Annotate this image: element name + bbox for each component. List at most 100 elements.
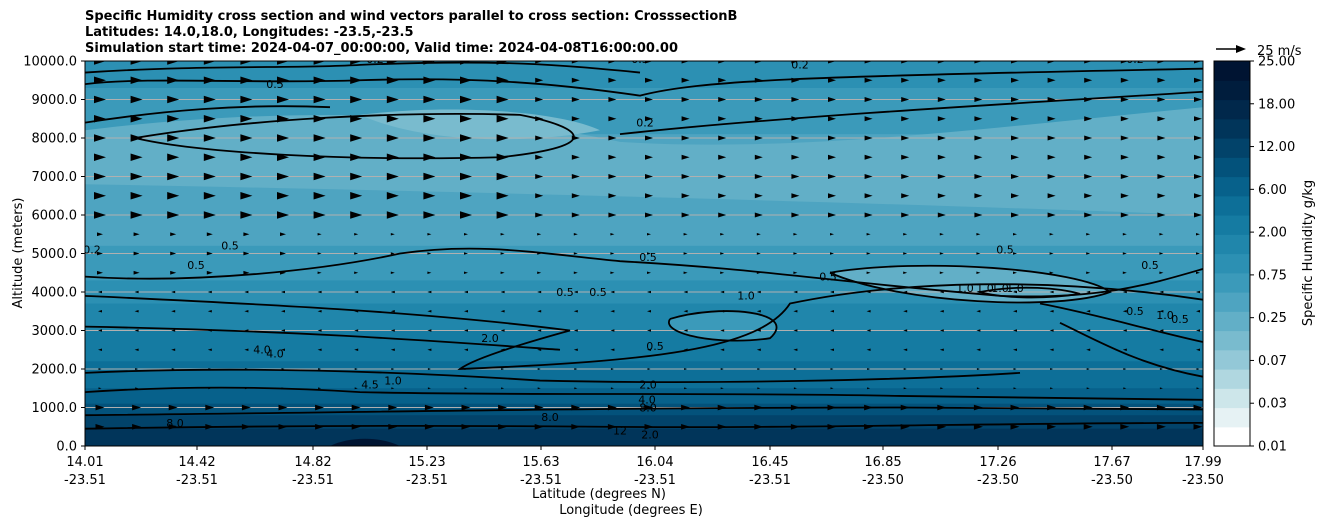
wind-vector xyxy=(681,174,690,179)
wind-vector xyxy=(830,387,834,390)
wind-vector xyxy=(901,77,910,83)
contour-label: 0.2 xyxy=(83,244,101,257)
wind-vector xyxy=(354,387,358,390)
wind-vector xyxy=(171,348,176,351)
wind-vector xyxy=(684,387,688,390)
contour-label: 12 xyxy=(613,424,627,437)
wind-vector xyxy=(901,174,910,179)
wind-vector xyxy=(937,77,946,83)
wind-vector xyxy=(937,212,946,218)
wind-vector xyxy=(423,153,436,161)
wind-vector xyxy=(1084,135,1093,141)
wind-vector xyxy=(1050,368,1054,370)
wind-vector xyxy=(240,172,253,181)
wind-vector xyxy=(864,77,873,83)
wind-vector xyxy=(608,116,617,122)
y-tick-label: 1000.0 xyxy=(32,401,78,416)
wind-vector xyxy=(610,368,614,370)
wind-vector xyxy=(718,193,727,199)
contour-label: 0.5 xyxy=(1171,313,1189,326)
wind-vector xyxy=(974,174,983,179)
wind-vector xyxy=(681,97,690,102)
wind-vector xyxy=(244,368,248,370)
wind-vector xyxy=(1086,387,1090,390)
wind-vector xyxy=(645,174,653,179)
wind-vector xyxy=(683,310,688,313)
wind-vector xyxy=(901,212,910,218)
wind-vector xyxy=(939,290,944,294)
wind-vector xyxy=(313,95,326,104)
wind-vector xyxy=(864,154,873,160)
wind-vector xyxy=(388,404,398,411)
contour-label: 1.0 xyxy=(737,290,755,303)
wind-vector xyxy=(130,61,143,65)
wind-vector xyxy=(573,290,578,294)
wind-vector xyxy=(940,368,944,370)
wind-vector xyxy=(207,310,212,313)
wind-vector xyxy=(171,368,175,370)
wind-vector xyxy=(388,423,398,430)
wind-vector xyxy=(571,77,580,83)
wind-vector xyxy=(278,404,288,411)
wind-vector xyxy=(390,329,395,332)
wind-vector xyxy=(1194,174,1202,179)
wind-vector xyxy=(1120,77,1129,83)
wind-vector xyxy=(828,193,836,199)
wind-vector xyxy=(390,290,395,294)
wind-vector xyxy=(423,95,436,104)
wind-vector xyxy=(1157,77,1166,83)
wind-vector xyxy=(571,404,581,411)
wind-vector xyxy=(1047,212,1056,218)
wind-vector xyxy=(350,95,363,104)
wind-vector xyxy=(1086,310,1091,313)
y-tick-label: 10000.0 xyxy=(23,55,77,70)
contour-label: 0.5 xyxy=(589,286,607,299)
wind-vector xyxy=(1122,329,1127,332)
wind-vector xyxy=(939,233,944,236)
wind-vector xyxy=(573,271,578,274)
wind-vector xyxy=(135,387,139,390)
wind-vector xyxy=(867,387,871,390)
wind-vector xyxy=(974,77,983,83)
wind-vector xyxy=(1194,154,1202,160)
wind-vector xyxy=(939,310,944,313)
wind-vector xyxy=(1013,387,1017,390)
wind-vector xyxy=(1084,174,1093,179)
wind-vector xyxy=(277,61,289,65)
wind-vector xyxy=(496,95,509,104)
wind-vector xyxy=(94,61,106,65)
colorbar-tick-label: 0.25 xyxy=(1258,311,1287,326)
wind-vector xyxy=(171,310,176,313)
contour-label: 2.0 xyxy=(639,378,657,391)
wind-vector xyxy=(427,290,432,294)
wind-vector xyxy=(1193,423,1203,430)
contour-label: 0.5 xyxy=(646,340,664,353)
wind-vector xyxy=(537,252,542,255)
wind-vector xyxy=(903,290,908,294)
wind-vector xyxy=(277,95,289,104)
wind-vector xyxy=(793,348,798,351)
wind-vector xyxy=(647,233,651,236)
colorbar-swatch xyxy=(1214,195,1250,216)
wind-vector xyxy=(1084,193,1093,199)
wind-vector xyxy=(1011,61,1019,64)
wind-vector xyxy=(754,97,763,102)
wind-vector xyxy=(133,232,140,237)
wind-vector xyxy=(1084,116,1093,122)
wind-vector xyxy=(681,154,690,160)
wind-vector xyxy=(501,387,505,390)
wind-vector xyxy=(571,212,580,218)
wind-vector xyxy=(1013,271,1017,274)
wind-vector xyxy=(423,76,436,84)
wind-vector xyxy=(1159,271,1164,274)
wind-vector xyxy=(647,368,651,370)
title-line-2: Latitudes: 14.0,18.0, Longitudes: -23.5,… xyxy=(85,25,414,40)
wind-vector xyxy=(571,61,580,64)
wind-vector xyxy=(460,134,472,142)
x-tick-label-latitude: 16.04 xyxy=(636,455,673,470)
wind-vector xyxy=(573,329,578,332)
y-tick-label: 9000.0 xyxy=(32,93,78,108)
wind-vector xyxy=(537,271,542,274)
contour-label: 1.0 xyxy=(956,282,974,295)
humidity-band xyxy=(85,361,1203,390)
